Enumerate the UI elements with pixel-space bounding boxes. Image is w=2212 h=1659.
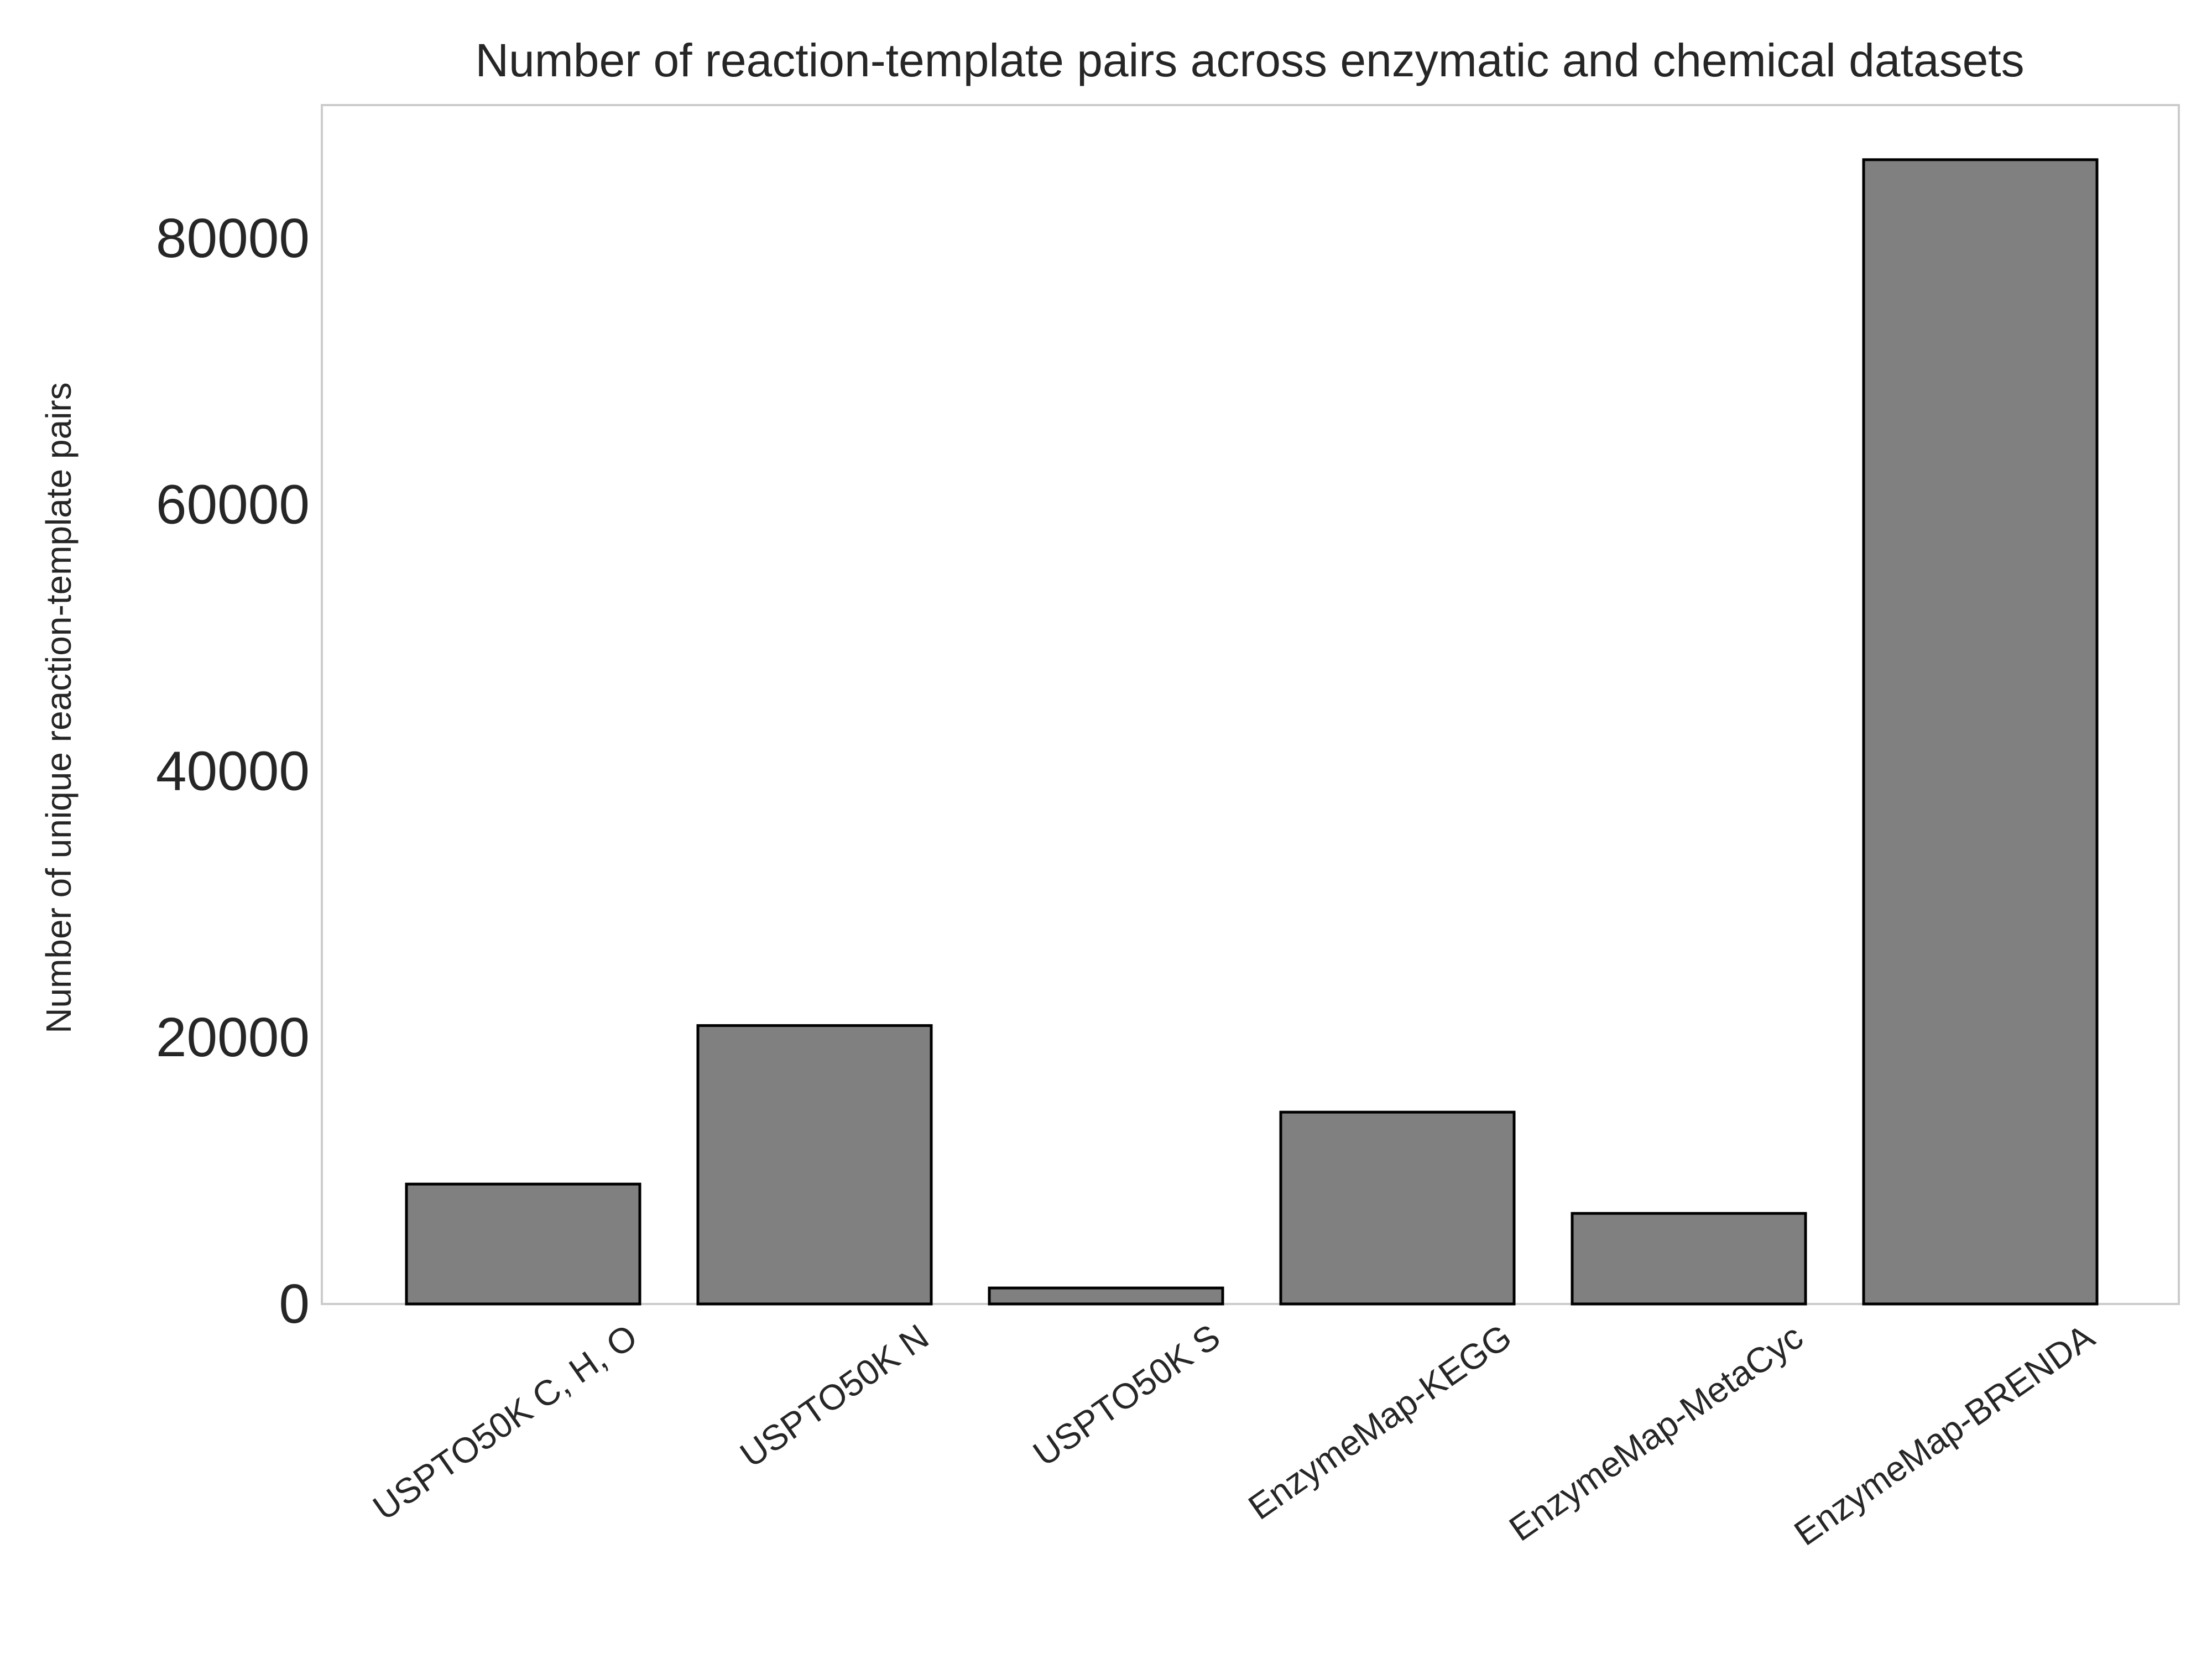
bar <box>405 1182 641 1306</box>
chart-title: Number of reaction-template pairs across… <box>475 34 2024 86</box>
bar <box>1862 158 2099 1306</box>
bar <box>1571 1212 1807 1306</box>
y-tick-label: 20000 <box>156 1006 310 1068</box>
bar <box>1279 1110 1516 1306</box>
bar <box>988 1286 1224 1306</box>
y-tick-label: 60000 <box>156 474 310 536</box>
y-tick-label: 80000 <box>156 207 310 269</box>
plot-frame <box>321 104 2180 1305</box>
y-axis-label: Number of unique reaction-template pairs <box>39 382 79 1034</box>
y-tick-label: 0 <box>279 1273 310 1335</box>
bar <box>696 1024 933 1306</box>
y-tick-label: 40000 <box>156 740 310 802</box>
